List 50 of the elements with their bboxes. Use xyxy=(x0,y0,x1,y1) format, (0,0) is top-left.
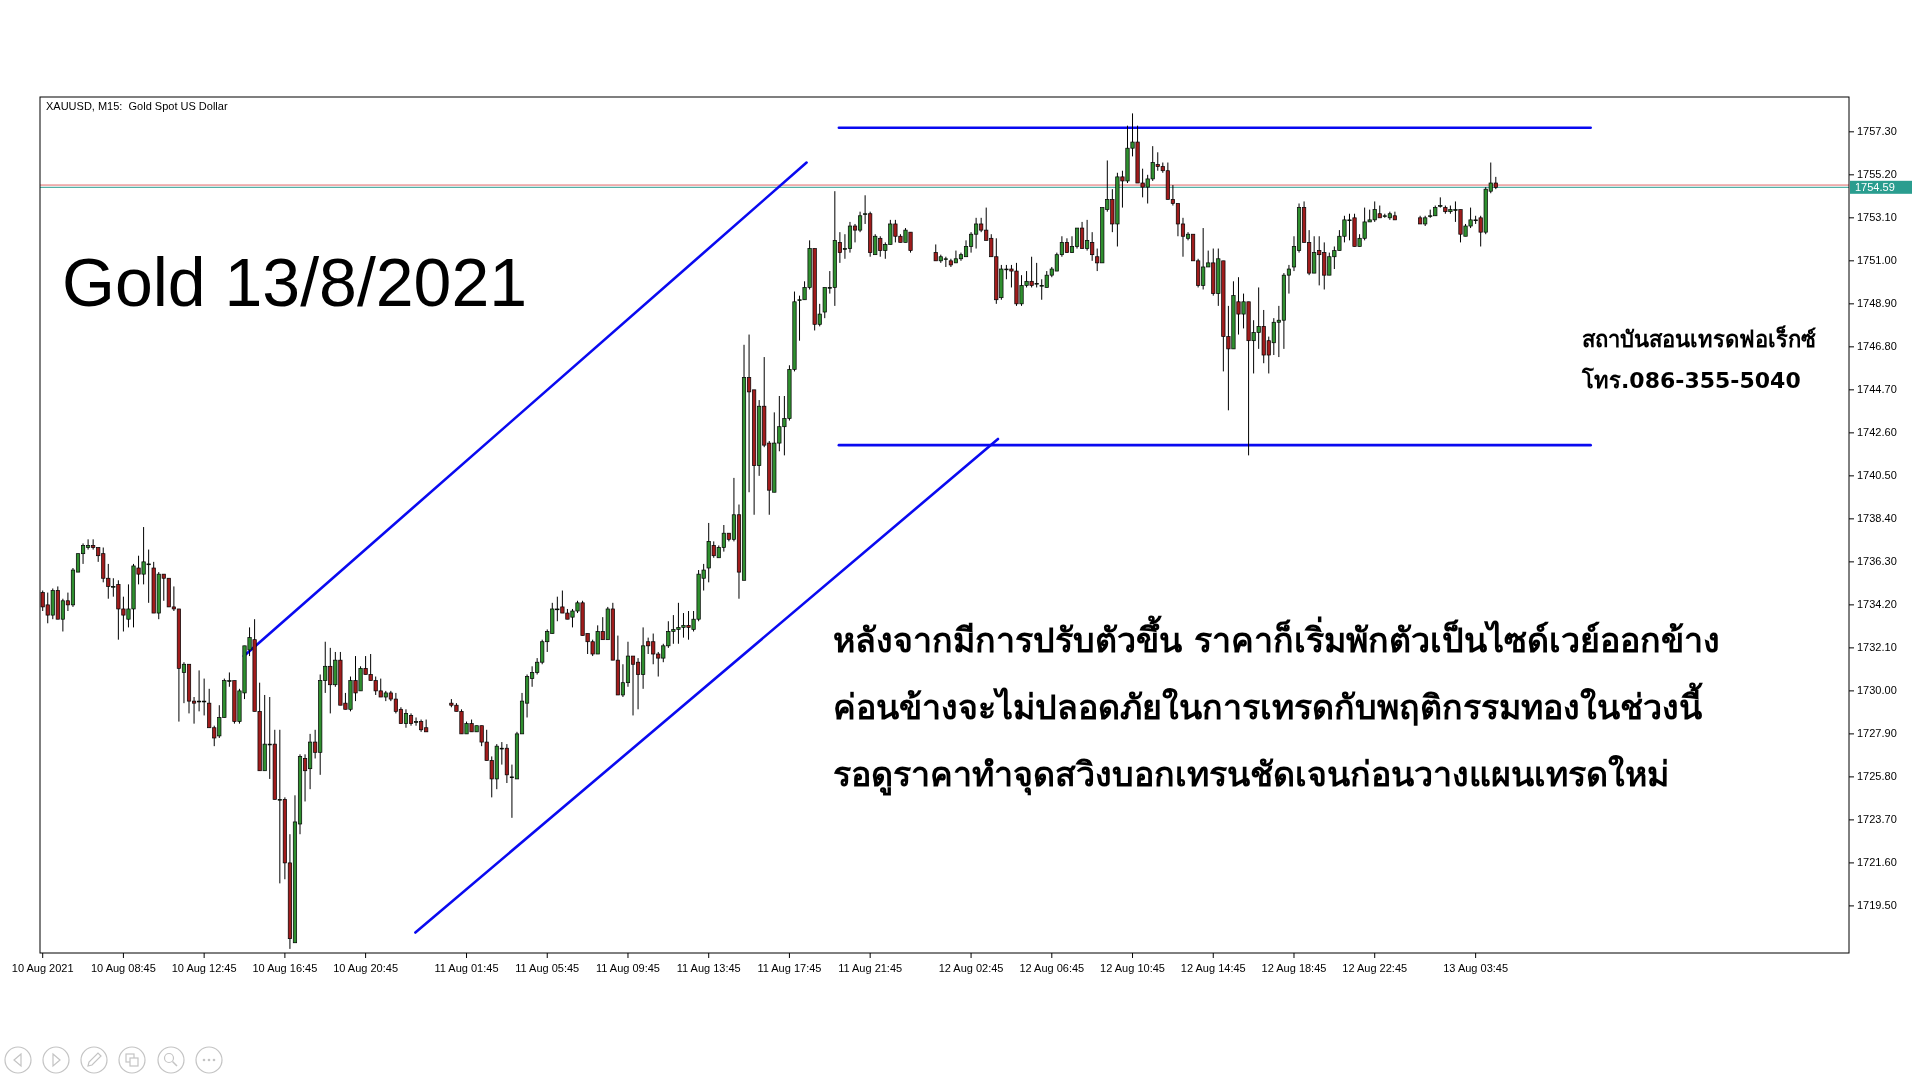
x-tick-label: 10 Aug 2021 xyxy=(11,962,74,974)
x-tick-label: 10 Aug 20:45 xyxy=(333,962,399,974)
x-tick-label: 11 Aug 17:45 xyxy=(757,962,822,974)
y-tick-label: 1753.10 xyxy=(1857,210,1897,223)
x-tick-label: 12 Aug 06:45 xyxy=(1019,962,1085,974)
y-tick-label: 1723.70 xyxy=(1857,812,1897,825)
x-tick-label: 10 Aug 12:45 xyxy=(171,962,237,974)
y-tick-label: 1746.80 xyxy=(1857,339,1897,352)
x-tick-label: 12 Aug 18:45 xyxy=(1261,962,1327,974)
annotation: รอดูราคาทำจุดสวิงบอกเทรนชัดเจนก่อนวางแผนเทรดใหม่ xyxy=(833,754,1669,796)
candlestick xyxy=(630,655,636,716)
text: Gold 13/8/2021 xyxy=(62,244,528,320)
candlestick xyxy=(1438,196,1443,209)
chart-subtitle: XAUUSD, M15: Gold Spot US Dollar xyxy=(46,100,228,112)
x-tick-label: 11 Aug 05:45 xyxy=(515,962,580,974)
candlestick xyxy=(847,221,853,254)
x-tick-label: 12 Aug 02:45 xyxy=(938,962,1004,974)
y-tick-label: 1751.00 xyxy=(1857,253,1897,266)
annotation: โทร.086-355-5040 xyxy=(1581,367,1801,393)
y-tick-label: 1732.10 xyxy=(1857,640,1897,653)
y-tick-label: 1740.50 xyxy=(1857,468,1897,481)
x-tick-label: 12 Aug 22:45 xyxy=(1342,962,1408,974)
x-tick-label: 11 Aug 21:45 xyxy=(838,962,903,974)
x-tick-label: 11 Aug 01:45 xyxy=(434,962,499,974)
candlestick xyxy=(1074,227,1080,250)
ref-line-label: 1754.59 xyxy=(1855,180,1895,193)
y-tick-label: 1734.20 xyxy=(1857,597,1897,610)
x-tick-label: 12 Aug 14:45 xyxy=(1180,962,1246,974)
y-tick-label: 1757.30 xyxy=(1857,124,1897,137)
y-tick-label: 1742.60 xyxy=(1857,425,1897,438)
y-tick-label: 1730.00 xyxy=(1857,683,1897,696)
annotation: สถาบันสอนเทรดฟอเร็กซ์ xyxy=(1582,325,1816,352)
y-tick-label: 1725.80 xyxy=(1857,769,1897,782)
y-tick-label: 1719.50 xyxy=(1857,898,1897,911)
x-tick-label: 12 Aug 10:45 xyxy=(1100,962,1165,974)
y-tick-label: 1744.70 xyxy=(1857,382,1897,395)
x-tick-label: 11 Aug 09:45 xyxy=(595,962,660,974)
x-tick-label: 11 Aug 13:45 xyxy=(676,962,741,974)
y-tick-label: 1748.90 xyxy=(1857,296,1897,309)
y-tick-label: 1727.90 xyxy=(1857,726,1897,739)
x-tick-label: 10 Aug 08:45 xyxy=(91,962,156,974)
x-tick-label: 10 Aug 16:45 xyxy=(252,962,318,974)
candlestick xyxy=(403,708,409,729)
x-tick-label: 13 Aug 03:45 xyxy=(1443,962,1509,974)
y-tick-label: 1736.30 xyxy=(1857,554,1897,567)
y-tick-label: 1738.40 xyxy=(1857,511,1897,524)
annotation: หลังจากมีการปรับตัวขึ้น ราคาก็เริ่มพักตัวเป็นไซด์เวย์ออกข้าง xyxy=(833,615,1720,660)
annotation: ค่อนข้างจะไม่ปลอดภัยในการเทรดกับพฤติกรรมทองในช่วงนี้ xyxy=(833,682,1703,727)
y-tick-label: 1755.20 xyxy=(1857,167,1897,180)
y-tick-label: 1721.60 xyxy=(1857,855,1897,868)
